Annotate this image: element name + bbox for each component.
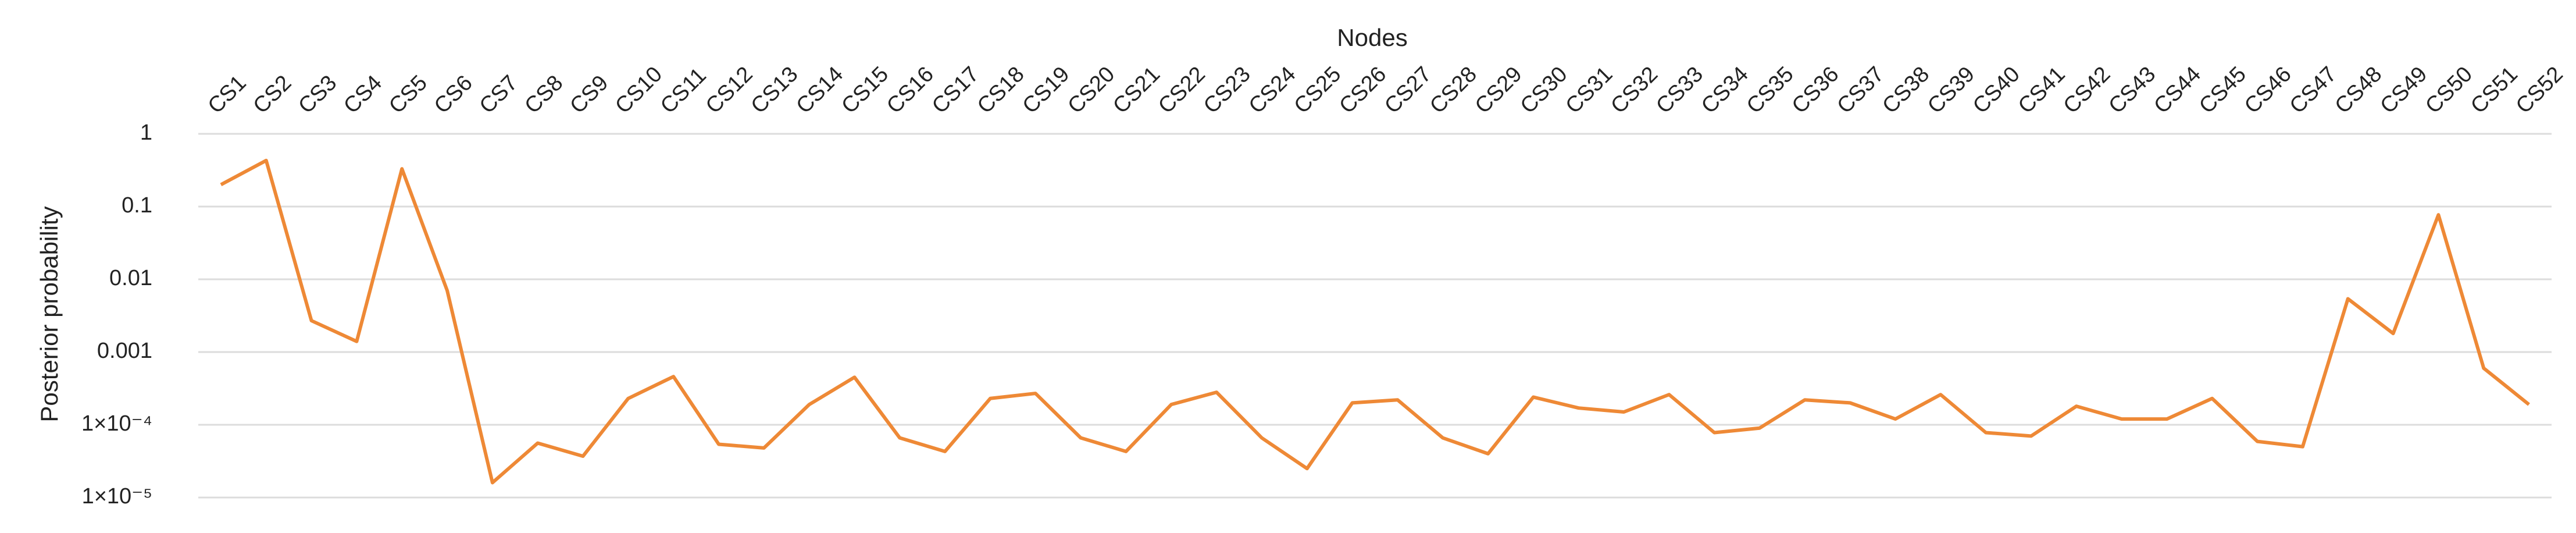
x-tick-label: CS8 [520, 70, 568, 118]
x-tick-label: CS30 [1516, 62, 1572, 119]
data-line [220, 158, 2530, 485]
x-tick-label: CS11 [656, 63, 711, 119]
x-tick-label: CS23 [1199, 62, 1255, 119]
x-tick-label: CS4 [339, 70, 387, 118]
x-tick-label: CS3 [294, 70, 341, 118]
x-tick-label: CS20 [1063, 62, 1119, 119]
x-tick-label: CS13 [747, 62, 803, 119]
x-tick-label: CS27 [1380, 62, 1436, 119]
x-tick-label: CS22 [1154, 62, 1210, 119]
x-tick-label: CS49 [2375, 62, 2432, 119]
x-tick-label: CS10 [611, 62, 667, 119]
x-tick-label: CS9 [565, 70, 613, 118]
y-axis-title: Posterior probability [35, 206, 63, 422]
x-tick-label: CS24 [1244, 62, 1301, 119]
y-tick-label: 1×10⁻⁵ [82, 484, 152, 509]
y-tick-label: 0.001 [97, 339, 152, 363]
x-tick-label: CS29 [1471, 62, 1527, 119]
x-tick-label: CS47 [2285, 62, 2342, 119]
x-tick-label: CS21 [1108, 62, 1165, 119]
x-tick-label: CS39 [1923, 62, 1979, 119]
x-tick-label: CS34 [1697, 62, 1753, 119]
x-tick-label: CS2 [248, 70, 296, 118]
x-tick-label: CS16 [882, 62, 939, 119]
x-tick-label: CS32 [1606, 62, 1662, 119]
x-tick-label: CS37 [1832, 62, 1889, 119]
x-tick-label: CS6 [430, 70, 477, 118]
x-tick-label: CS28 [1425, 62, 1482, 119]
x-tick-label: CS25 [1290, 62, 1346, 119]
x-tick-label: CS33 [1651, 62, 1708, 119]
y-tick-label: 0.01 [109, 266, 152, 290]
y-tick-label: 0.1 [122, 193, 152, 218]
x-tick-label: CS46 [2240, 62, 2296, 119]
x-axis-title: Nodes [1337, 24, 1407, 51]
x-tick-label: CS38 [1878, 62, 1934, 119]
y-tick-label: 1 [140, 120, 152, 145]
x-tick-label: CS50 [2421, 62, 2477, 119]
x-tick-label: CS42 [2059, 62, 2115, 119]
x-tick-label: CS51 [2466, 62, 2523, 119]
x-tick-label: CS36 [1787, 62, 1844, 119]
x-tick-label: CS43 [2104, 62, 2160, 119]
x-tick-label: CS14 [791, 62, 848, 119]
x-tick-label: CS5 [384, 70, 432, 118]
x-tick-label: CS31 [1561, 62, 1617, 119]
x-tick-label: CS26 [1335, 62, 1391, 119]
x-tick-label: CS17 [927, 62, 984, 119]
x-tick-label: CS48 [2331, 62, 2387, 119]
x-tick-label: CS19 [1018, 62, 1075, 119]
x-tick-label: CS1 [204, 70, 251, 118]
x-tick-label: CS41 [2014, 62, 2070, 119]
x-tick-label: CS12 [701, 62, 758, 119]
x-tick-label: CS15 [837, 62, 893, 119]
x-tick-label: CS40 [1968, 62, 2025, 119]
x-tick-label: CS45 [2195, 62, 2251, 119]
x-tick-label: CS18 [973, 62, 1029, 119]
x-tick-label: CS35 [1742, 62, 1799, 119]
y-tick-label: 1×10⁻⁴ [81, 411, 152, 436]
x-tick-label: CS7 [475, 70, 523, 118]
x-tick-label: CS52 [2511, 62, 2568, 119]
x-tick-label: CS44 [2149, 62, 2206, 119]
